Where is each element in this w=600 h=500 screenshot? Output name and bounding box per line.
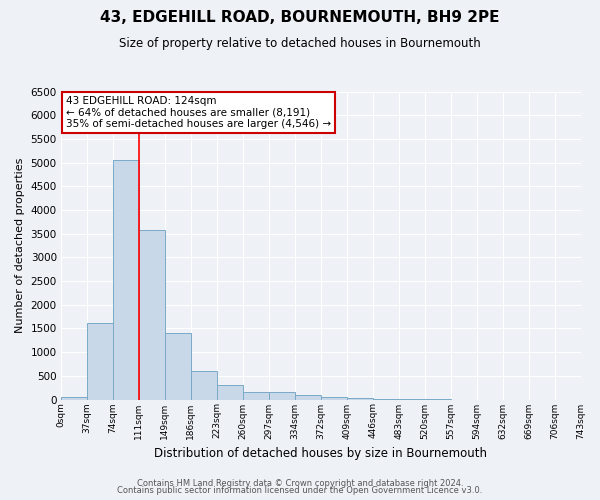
Bar: [217, 386, 243, 400]
Bar: [113, 160, 139, 400]
Bar: [321, 397, 347, 400]
Bar: [269, 392, 295, 400]
Bar: [243, 392, 269, 400]
Bar: [347, 398, 373, 400]
Bar: [139, 230, 165, 400]
Text: Contains HM Land Registry data © Crown copyright and database right 2024.: Contains HM Land Registry data © Crown c…: [137, 478, 463, 488]
Bar: [295, 395, 321, 400]
Bar: [87, 322, 113, 400]
Bar: [165, 332, 191, 400]
Bar: [61, 397, 87, 400]
Y-axis label: Number of detached properties: Number of detached properties: [15, 158, 25, 333]
Text: 43 EDGEHILL ROAD: 124sqm
← 64% of detached houses are smaller (8,191)
35% of sem: 43 EDGEHILL ROAD: 124sqm ← 64% of detach…: [66, 96, 331, 130]
Bar: [191, 371, 217, 400]
Text: Contains public sector information licensed under the Open Government Licence v3: Contains public sector information licen…: [118, 486, 482, 495]
Text: 43, EDGEHILL ROAD, BOURNEMOUTH, BH9 2PE: 43, EDGEHILL ROAD, BOURNEMOUTH, BH9 2PE: [100, 10, 500, 25]
Text: Size of property relative to detached houses in Bournemouth: Size of property relative to detached ho…: [119, 38, 481, 51]
X-axis label: Distribution of detached houses by size in Bournemouth: Distribution of detached houses by size …: [154, 447, 487, 460]
